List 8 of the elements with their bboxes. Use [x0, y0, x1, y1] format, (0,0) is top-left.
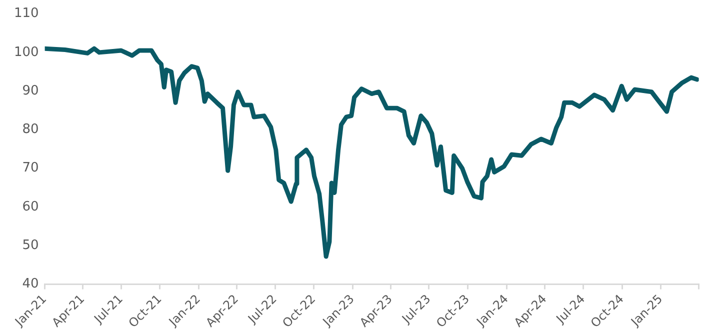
y-tick-label: 60 — [22, 199, 39, 214]
y-tick-label: 90 — [22, 83, 39, 98]
y-tick-label: 40 — [22, 276, 39, 292]
y-tick-label: 100 — [14, 44, 39, 60]
y-tick-label: 110 — [14, 6, 39, 22]
y-tick-label: 50 — [22, 238, 39, 254]
y-tick-label: 70 — [22, 160, 39, 176]
y-tick-label: 80 — [22, 122, 39, 138]
